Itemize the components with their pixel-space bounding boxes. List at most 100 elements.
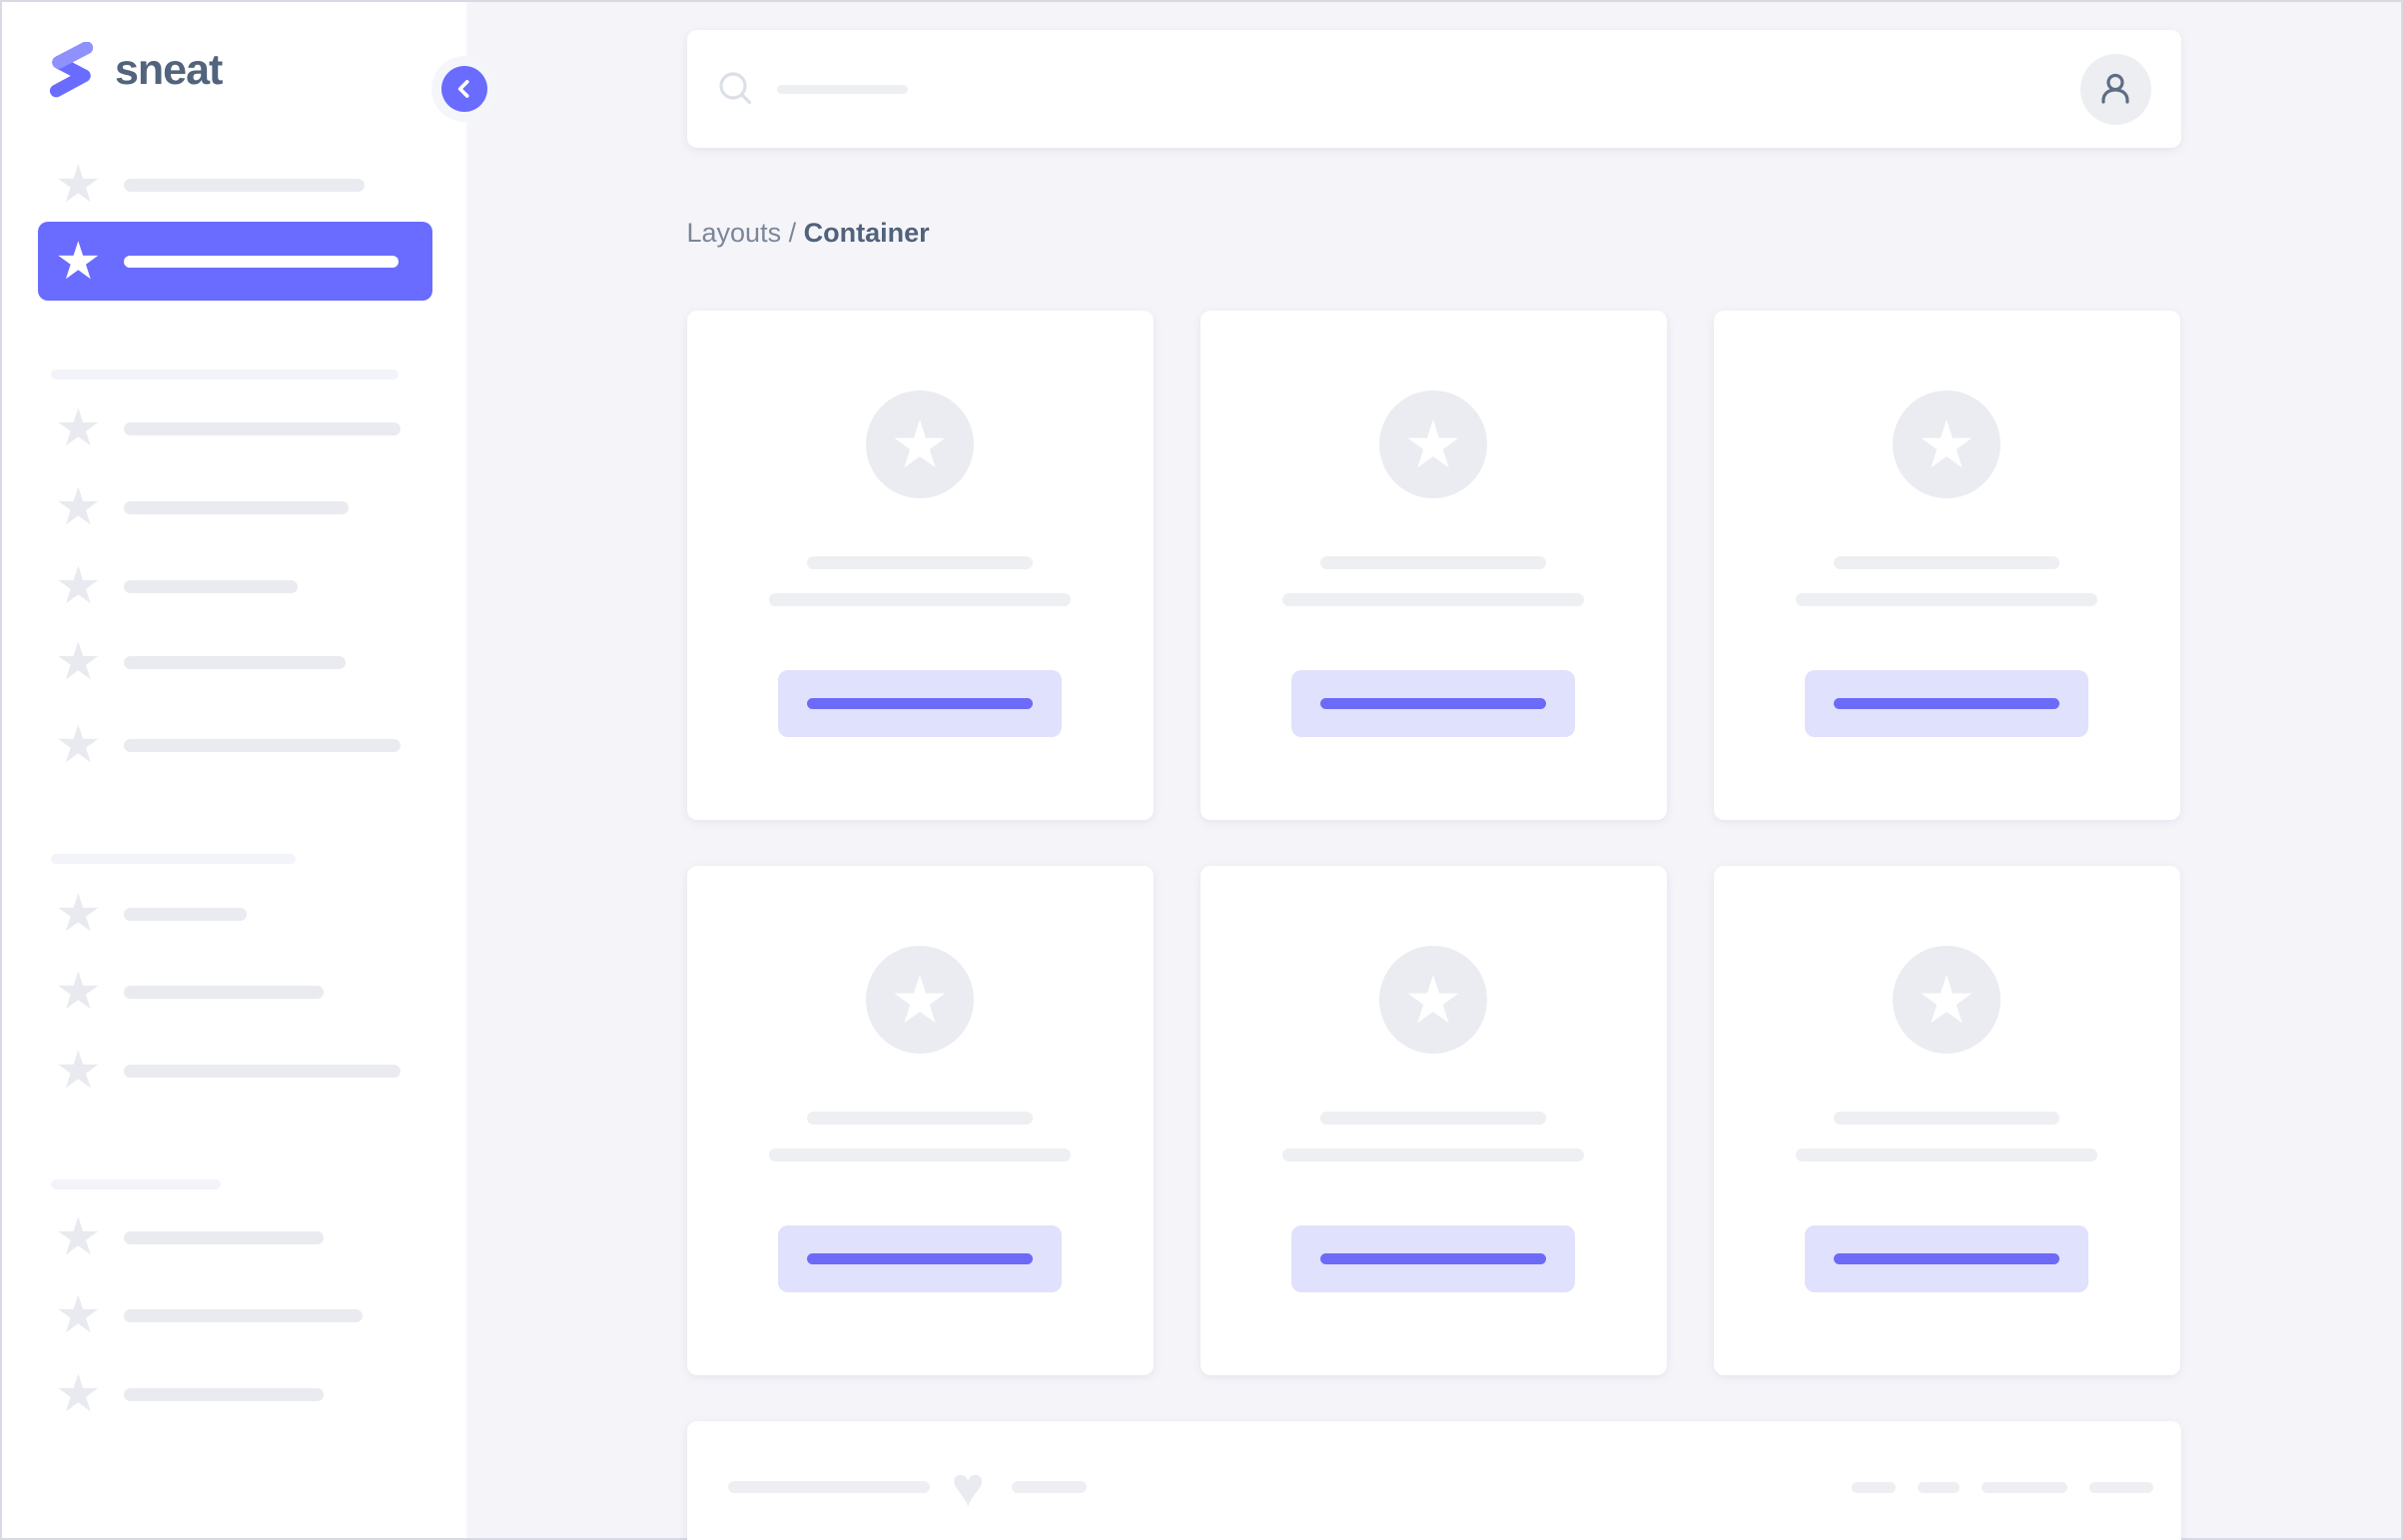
placeholder-card: ★ bbox=[1713, 866, 2180, 1375]
sidebar-item[interactable]: ★ bbox=[2, 557, 466, 615]
card-action-button[interactable] bbox=[778, 1225, 1062, 1292]
sidebar-item[interactable]: ★ bbox=[2, 399, 466, 457]
star-icon: ★ bbox=[55, 633, 102, 691]
breadcrumb-parent[interactable]: Layouts bbox=[686, 218, 782, 248]
text-placeholder-bar bbox=[727, 1481, 930, 1493]
user-avatar-button[interactable] bbox=[2079, 53, 2151, 125]
text-placeholder-bar bbox=[769, 1149, 1071, 1161]
sidebar-item[interactable]: ★ bbox=[2, 478, 466, 536]
sidebar-item-active[interactable]: ★ bbox=[38, 222, 432, 301]
sidebar-collapse-button[interactable] bbox=[431, 56, 497, 122]
heart-icon[interactable]: ♥ bbox=[951, 1455, 985, 1518]
sidebar-item[interactable]: ★ bbox=[2, 633, 466, 691]
bottom-card: ♥ bbox=[686, 1421, 2181, 1540]
brand-logo[interactable]: sneat bbox=[48, 42, 223, 98]
search-input[interactable] bbox=[776, 84, 908, 94]
text-placeholder-bar bbox=[1011, 1481, 1087, 1493]
placeholder-card: ★ bbox=[1200, 311, 1667, 820]
star-icon: ★ bbox=[55, 1286, 102, 1344]
star-icon: ★ bbox=[55, 1042, 102, 1100]
menu-label-placeholder bbox=[124, 1230, 324, 1244]
sidebar-item[interactable]: ★ bbox=[2, 716, 466, 774]
search-icon bbox=[717, 70, 755, 108]
sidebar-item[interactable]: ★ bbox=[2, 1208, 466, 1266]
sidebar-item[interactable]: ★ bbox=[2, 1286, 466, 1344]
menu-label-placeholder bbox=[124, 1387, 324, 1401]
sneat-logo-icon bbox=[48, 42, 95, 98]
star-icon: ★ bbox=[55, 156, 102, 214]
card-avatar: ★ bbox=[1379, 946, 1487, 1054]
text-placeholder-bar bbox=[807, 1112, 1033, 1125]
pagination-dash[interactable] bbox=[1917, 1481, 1960, 1493]
star-icon: ★ bbox=[55, 232, 102, 291]
star-icon: ★ bbox=[55, 1208, 102, 1266]
card-action-button[interactable] bbox=[778, 670, 1062, 737]
text-placeholder-bar bbox=[1834, 556, 2059, 569]
placeholder-card: ★ bbox=[1200, 866, 1667, 1375]
star-icon: ★ bbox=[55, 1365, 102, 1423]
menu-section-divider bbox=[51, 370, 399, 380]
menu-section-divider bbox=[51, 854, 296, 864]
text-placeholder-bar bbox=[1320, 556, 1546, 569]
card-avatar: ★ bbox=[1893, 390, 2001, 498]
placeholder-card: ★ bbox=[686, 311, 1154, 820]
sidebar-item[interactable]: ★ bbox=[2, 1042, 466, 1100]
star-icon: ★ bbox=[55, 399, 102, 457]
star-icon: ★ bbox=[890, 963, 950, 1037]
breadcrumb-current: Container bbox=[803, 218, 930, 248]
card-action-button[interactable] bbox=[1805, 670, 2088, 737]
star-icon: ★ bbox=[1403, 963, 1463, 1037]
sidebar-item[interactable]: ★ bbox=[2, 963, 466, 1021]
menu-label-placeholder bbox=[124, 421, 400, 435]
star-icon: ★ bbox=[55, 716, 102, 774]
pagination-placeholder bbox=[1851, 1481, 2153, 1493]
text-placeholder-bar bbox=[769, 593, 1071, 606]
menu-label-placeholder bbox=[124, 1308, 363, 1322]
card-grid: ★ ★ ★ ★ ★ ★ bbox=[686, 311, 2181, 1375]
star-icon: ★ bbox=[1917, 407, 1977, 481]
chevron-left-icon bbox=[451, 76, 477, 102]
button-label-placeholder bbox=[1320, 1253, 1546, 1264]
text-placeholder-bar bbox=[1282, 1149, 1584, 1161]
menu-label-placeholder bbox=[124, 655, 346, 669]
button-label-placeholder bbox=[807, 698, 1033, 709]
text-placeholder-bar bbox=[1282, 593, 1584, 606]
card-action-button[interactable] bbox=[1805, 1225, 2088, 1292]
pagination-dash[interactable] bbox=[2088, 1481, 2153, 1493]
search-bar-card bbox=[686, 30, 2181, 148]
sidebar-item[interactable]: ★ bbox=[2, 156, 466, 214]
menu-label-placeholder bbox=[124, 1064, 400, 1078]
menu-section-divider bbox=[51, 1179, 221, 1189]
menu-label-placeholder bbox=[124, 579, 298, 593]
card-action-button[interactable] bbox=[1291, 670, 1575, 737]
main-area: Layouts / Container ★ ★ ★ ★ ★ ★ ♥ bbox=[466, 2, 2401, 1540]
star-icon: ★ bbox=[1917, 963, 1977, 1037]
star-icon: ★ bbox=[55, 478, 102, 536]
star-icon: ★ bbox=[890, 407, 950, 481]
card-avatar: ★ bbox=[1893, 946, 2001, 1054]
card-avatar: ★ bbox=[866, 390, 974, 498]
sidebar-item[interactable]: ★ bbox=[2, 885, 466, 943]
star-icon: ★ bbox=[1403, 407, 1463, 481]
star-icon: ★ bbox=[55, 557, 102, 615]
text-placeholder-bar bbox=[1796, 593, 2097, 606]
star-icon: ★ bbox=[55, 963, 102, 1021]
button-label-placeholder bbox=[1320, 698, 1546, 709]
card-avatar: ★ bbox=[1379, 390, 1487, 498]
menu-label-placeholder bbox=[124, 907, 247, 921]
card-action-button[interactable] bbox=[1291, 1225, 1575, 1292]
text-placeholder-bar bbox=[1320, 1112, 1546, 1125]
star-icon: ★ bbox=[55, 885, 102, 943]
text-placeholder-bar bbox=[807, 556, 1033, 569]
sidebar-item[interactable]: ★ bbox=[2, 1365, 466, 1423]
button-label-placeholder bbox=[1834, 1253, 2059, 1264]
card-avatar: ★ bbox=[866, 946, 974, 1054]
pagination-dash[interactable] bbox=[1851, 1481, 1896, 1493]
text-placeholder-bar bbox=[1796, 1149, 2097, 1161]
menu-label-placeholder bbox=[124, 178, 365, 192]
person-icon bbox=[2095, 69, 2135, 109]
pagination-dash[interactable] bbox=[1981, 1481, 2067, 1493]
sidebar: sneat ★ ★ ★ ★ ★ ★ ★ ★ ★ ★ ★ ★ ★ bbox=[2, 2, 497, 1538]
text-placeholder-bar bbox=[1834, 1112, 2059, 1125]
menu-label-placeholder bbox=[124, 255, 399, 268]
